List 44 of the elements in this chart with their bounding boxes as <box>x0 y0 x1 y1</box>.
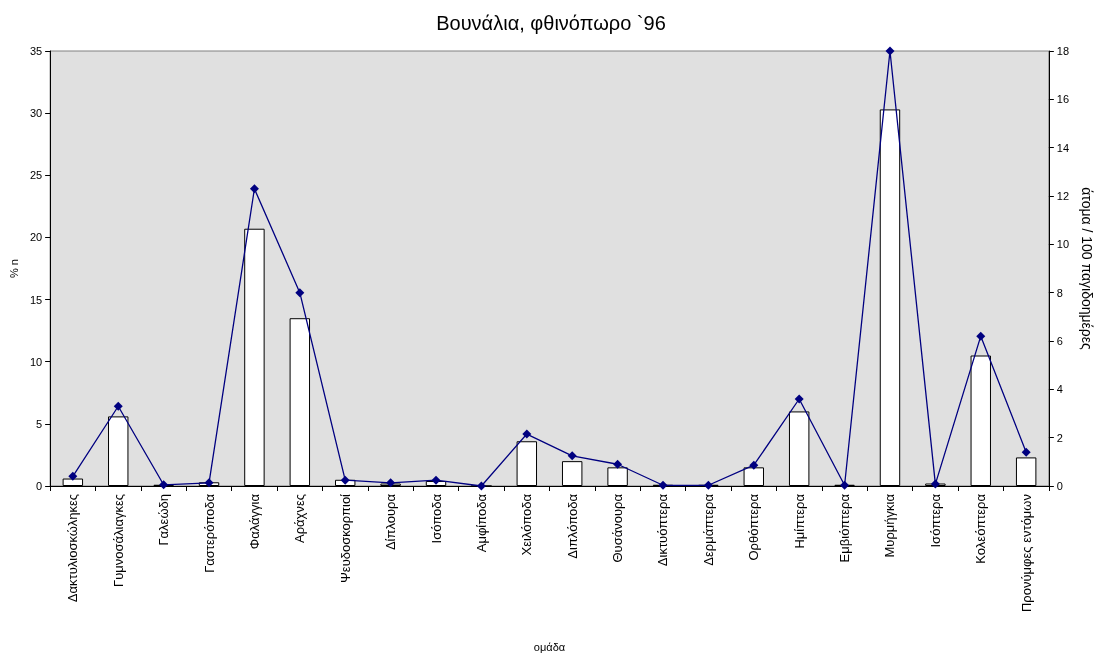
x-tick-label: Κολεόπτερα <box>973 493 989 564</box>
x-tick-label: Διπλόποδα <box>564 493 580 559</box>
x-tick-label: Εμβιόπτερα <box>837 493 853 563</box>
y2-axis-title: άτομα / 100 παγιδοημέρες <box>1079 187 1095 351</box>
y-tick-label: 15 <box>29 293 43 306</box>
y2-tick-label: 10 <box>1056 238 1070 251</box>
x-tick-label: Φαλάγγια <box>246 493 262 550</box>
x-tick-label: Δακτυλιοσκώληκες <box>65 494 81 603</box>
x-tick-label: Δίπλουρα <box>383 493 399 551</box>
y-tick-label: 5 <box>36 417 43 430</box>
y-tick-label: 0 <box>36 480 43 492</box>
y-tick-label: 10 <box>29 355 43 368</box>
y2-tick-label: 4 <box>1056 383 1063 396</box>
x-tick-label: Προνύμφες εντόμων <box>1018 494 1034 613</box>
x-axis-title: ομάδα <box>533 640 566 653</box>
x-tick-label: Ορθόπτερα <box>746 493 762 561</box>
x-tick-label: Ψευδοσκορπιοί <box>337 493 353 584</box>
x-tick-label: Θυσάνουρα <box>610 493 626 563</box>
x-tick-label: Αμφίποδα <box>473 493 489 553</box>
x-tick-label: Ημίπτερα <box>791 493 807 549</box>
y-tick-label: 35 <box>29 45 43 57</box>
y-tick-label: 25 <box>29 169 43 182</box>
chart-title: Βουνάλια, φθινόπωρο `96 <box>436 12 666 34</box>
y-axis-title: % n <box>7 259 20 278</box>
y2-tick-label: 18 <box>1056 45 1070 57</box>
y2-tick-label: 14 <box>1056 141 1070 154</box>
y2-tick-label: 8 <box>1056 286 1063 299</box>
x-tick-label: Δερμάπτερα <box>700 493 716 566</box>
y-tick-label: 20 <box>29 231 43 244</box>
y-tick-label: 30 <box>29 107 43 120</box>
y2-tick-label: 0 <box>1056 480 1063 492</box>
x-tick-label: Ισόποδα <box>428 493 444 544</box>
y2-tick-label: 2 <box>1056 431 1063 444</box>
x-tick-label: Γαλεώδη <box>156 494 172 546</box>
y2-tick-label: 6 <box>1056 335 1063 347</box>
x-tick-label: Γαστερόποδα <box>201 493 217 573</box>
y2-tick-label: 16 <box>1056 93 1070 106</box>
y2-tick-label: 12 <box>1056 190 1070 202</box>
x-tick-label: Γυμνοσάλιαγκες <box>110 494 126 587</box>
x-tick-label: Χειλόποδα <box>519 493 535 556</box>
x-tick-label: Αράχνες <box>292 494 308 543</box>
x-tick-label: Ισόπτερα <box>927 493 943 548</box>
x-tick-label: Μυρμήγκια <box>882 493 898 558</box>
x-tick-label: Δικτυόπτερα <box>655 493 671 567</box>
